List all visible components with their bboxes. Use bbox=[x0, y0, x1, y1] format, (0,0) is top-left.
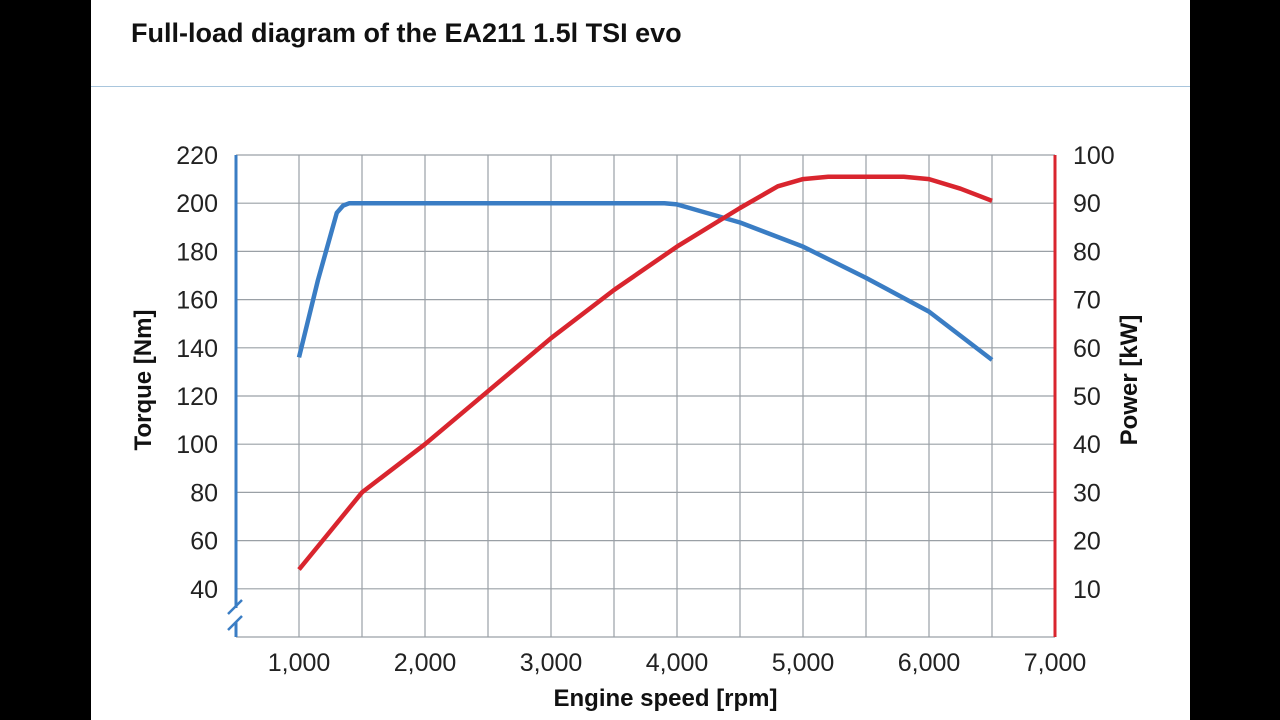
x-axis-title: Engine speed [rpm] bbox=[553, 685, 777, 712]
grid-layer bbox=[236, 154, 1055, 637]
tick-label-layer: 40 60 80 100 120 140 160 180 200 220 10 20 30 40 50 60 7… bbox=[176, 142, 1114, 677]
axis-layer bbox=[227, 155, 1057, 638]
chart-title: Full-load diagram of the EA211 1.5l TSI … bbox=[131, 18, 682, 48]
axis-break-mark bbox=[227, 615, 243, 631]
x-tick-label: 5,000 bbox=[772, 649, 835, 677]
y-tick-label-left: 220 bbox=[176, 142, 218, 170]
x-tick-label: 3,000 bbox=[520, 649, 583, 677]
axis-break-mark bbox=[227, 599, 243, 615]
y-tick-label-right: 70 bbox=[1073, 287, 1101, 315]
x-tick-label: 2,000 bbox=[394, 649, 457, 677]
chart-card: Full-load diagram of the EA211 1.5l TSI … bbox=[91, 0, 1190, 720]
y-tick-label-right: 50 bbox=[1073, 383, 1101, 411]
y-tick-label-left: 60 bbox=[190, 528, 218, 556]
y-tick-label-left: 140 bbox=[176, 335, 218, 363]
series-line-power bbox=[297, 174, 993, 571]
y-tick-label-left: 180 bbox=[176, 238, 218, 266]
y-axis-title-left: Torque [Nm] bbox=[130, 310, 157, 451]
y-axis-title-right: Power [kW] bbox=[1116, 315, 1143, 446]
series-line-torque bbox=[296, 200, 994, 362]
y-tick-label-right: 10 bbox=[1073, 576, 1101, 604]
x-tick-label: 7,000 bbox=[1024, 649, 1087, 677]
y-tick-label-right: 40 bbox=[1073, 431, 1101, 459]
x-tick-label: 1,000 bbox=[268, 649, 331, 677]
y-tick-label-left: 120 bbox=[176, 383, 218, 411]
x-tick-label: 4,000 bbox=[646, 649, 709, 677]
y-tick-label-right: 100 bbox=[1073, 142, 1115, 170]
y-tick-label-left: 80 bbox=[190, 479, 218, 507]
x-tick-label: 6,000 bbox=[898, 649, 961, 677]
y-tick-label-right: 30 bbox=[1073, 479, 1101, 507]
y-tick-label-right: 80 bbox=[1073, 238, 1101, 266]
y-tick-label-left: 40 bbox=[190, 576, 218, 604]
y-tick-label-left: 160 bbox=[176, 287, 218, 315]
title-divider bbox=[91, 86, 1190, 87]
y-tick-label-right: 90 bbox=[1073, 190, 1101, 218]
y-tick-label-right: 20 bbox=[1073, 528, 1101, 556]
y-tick-label-left: 100 bbox=[176, 431, 218, 459]
y-tick-label-left: 200 bbox=[176, 190, 218, 218]
series-layer bbox=[296, 174, 994, 571]
y-tick-label-right: 60 bbox=[1073, 335, 1101, 363]
full-load-chart: 40 60 80 100 120 140 160 180 200 220 10 20 30 40 50 60 7… bbox=[130, 142, 1143, 712]
